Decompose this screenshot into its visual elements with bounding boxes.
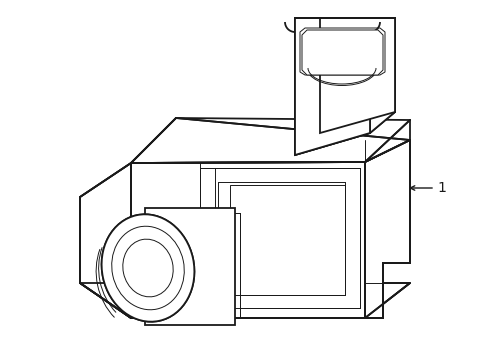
Polygon shape xyxy=(320,18,395,133)
Ellipse shape xyxy=(123,239,173,297)
Polygon shape xyxy=(80,283,410,318)
Text: 1: 1 xyxy=(437,181,446,195)
Ellipse shape xyxy=(112,226,184,310)
Polygon shape xyxy=(131,118,410,163)
Polygon shape xyxy=(145,208,235,325)
Polygon shape xyxy=(300,28,385,75)
Polygon shape xyxy=(295,18,320,155)
Polygon shape xyxy=(365,140,410,318)
Polygon shape xyxy=(230,185,345,295)
Ellipse shape xyxy=(101,214,195,322)
Polygon shape xyxy=(80,163,131,318)
Polygon shape xyxy=(370,18,395,133)
Polygon shape xyxy=(145,213,240,318)
Ellipse shape xyxy=(101,214,195,322)
Polygon shape xyxy=(215,168,360,308)
Polygon shape xyxy=(302,30,383,75)
Polygon shape xyxy=(295,18,370,155)
Polygon shape xyxy=(131,162,365,318)
